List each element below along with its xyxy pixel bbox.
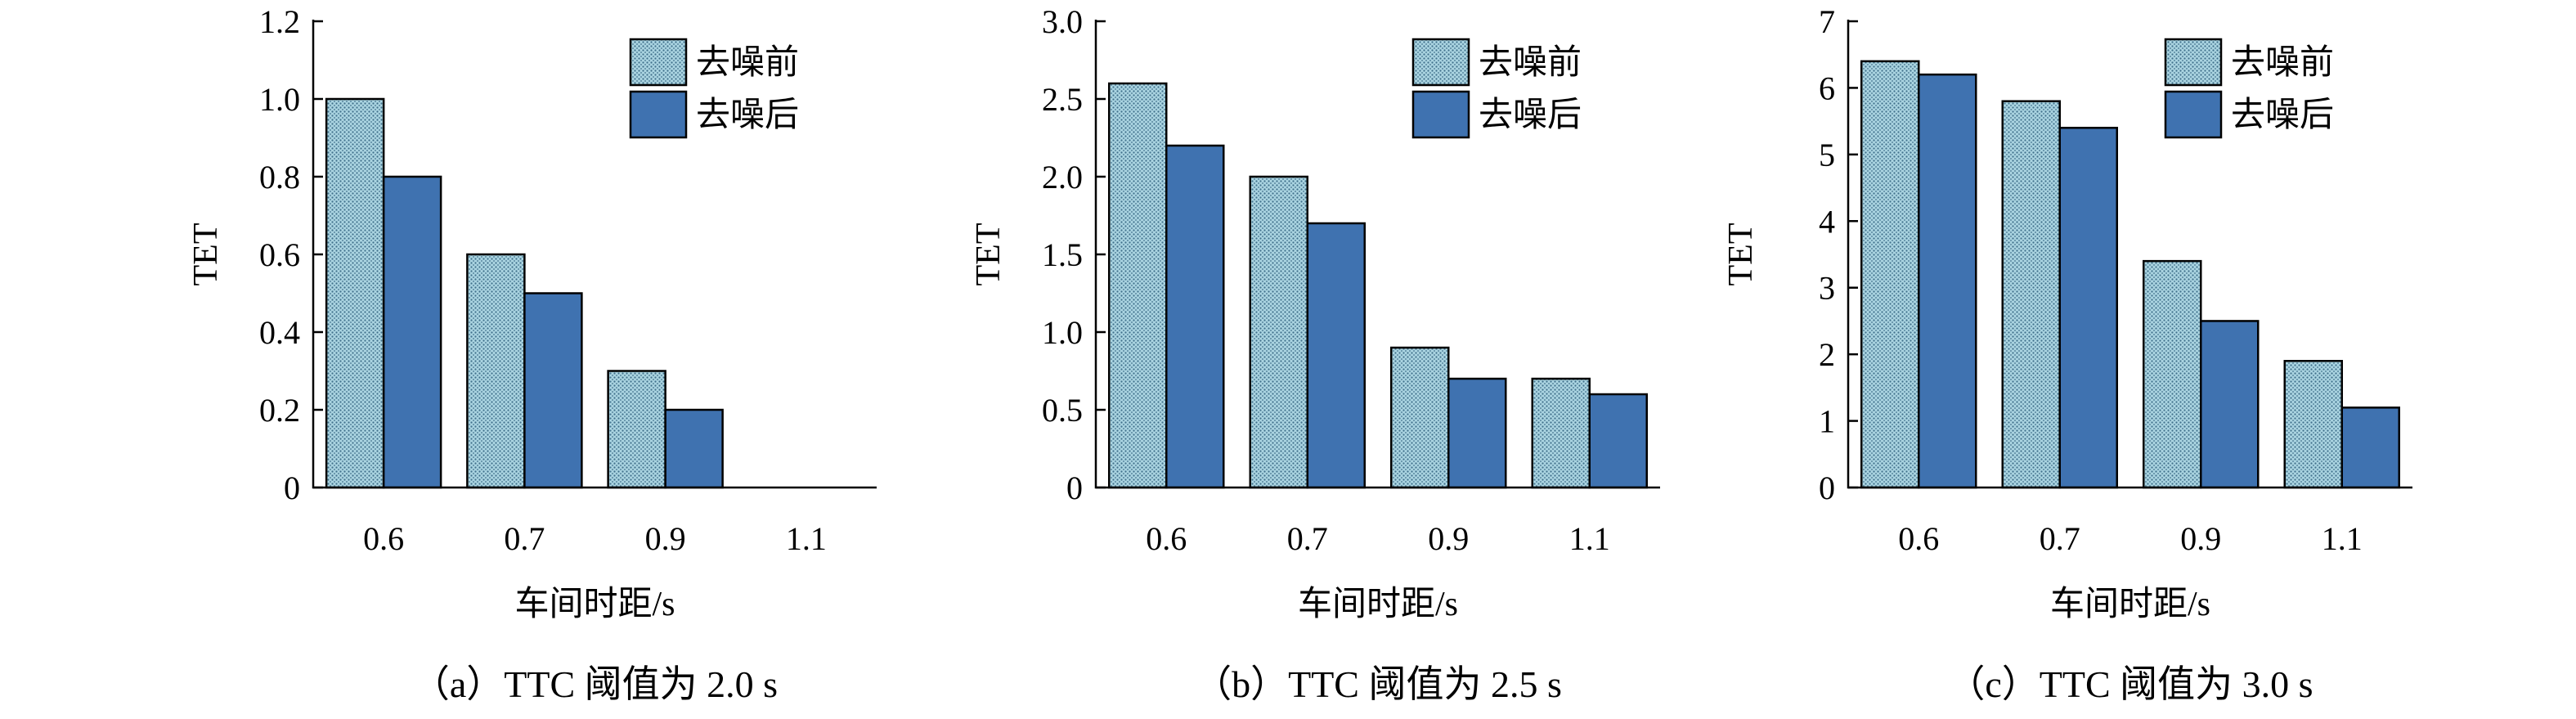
legend-swatch-1 bbox=[2164, 38, 2223, 87]
panel-caption: （c）TTC 阈值为 3.0 s bbox=[1947, 663, 2313, 705]
bar-after-0.7 bbox=[1306, 222, 1366, 489]
y-tick-label: 0 bbox=[284, 470, 300, 506]
chart-panel-2: 0 0.5 1.0 1.5 2.0 2.5 3.0 0.6 0.7 0.9 1.1 车间时距/s TET… bbox=[970, 3, 1660, 705]
x-tick-label: 0.6 bbox=[1146, 520, 1187, 557]
bar-before-0.7 bbox=[2001, 100, 2061, 489]
bar-before-0.6 bbox=[325, 97, 385, 489]
y-tick-label: 2.5 bbox=[1042, 81, 1083, 118]
legend-label-1: 去噪前 bbox=[2231, 44, 2334, 82]
panel-caption: （b）TTC 阈值为 2.5 s bbox=[1194, 663, 1562, 705]
x-tick-label: 1.1 bbox=[1569, 520, 1610, 557]
x-axis-label: 车间时距/s bbox=[2050, 586, 2210, 623]
bar-before-0.6 bbox=[1108, 82, 1168, 489]
y-tick-label: 5 bbox=[1819, 137, 1835, 173]
legend-swatch-1 bbox=[629, 38, 688, 87]
y-axis-label: TET bbox=[187, 223, 225, 286]
x-tick-label: 0.9 bbox=[645, 520, 686, 557]
y-tick-label: 1.2 bbox=[259, 3, 300, 40]
y-tick-label: 3 bbox=[1819, 270, 1835, 307]
bar-before-0.6 bbox=[1860, 60, 1920, 489]
bar-after-0.7 bbox=[523, 292, 583, 489]
x-axis-label: 车间时距/s bbox=[514, 586, 675, 623]
bar-after-0.9 bbox=[1447, 377, 1507, 489]
y-tick-label: 0.2 bbox=[259, 392, 300, 429]
y-tick-label: 1.0 bbox=[1042, 314, 1083, 351]
y-tick-label: 0.8 bbox=[259, 159, 300, 195]
legend-swatch-2 bbox=[2164, 90, 2223, 139]
bar-after-0.6 bbox=[1165, 144, 1225, 489]
y-tick-label: 4 bbox=[1819, 203, 1835, 240]
legend-label-2: 去噪后 bbox=[696, 97, 799, 134]
y-tick-label: 1.0 bbox=[259, 81, 300, 118]
legend-label-1: 去噪前 bbox=[696, 44, 799, 82]
y-tick-label: 2.0 bbox=[1042, 159, 1083, 195]
bar-after-0.9 bbox=[2200, 320, 2260, 489]
y-tick-label: 0.5 bbox=[1042, 392, 1083, 429]
y-tick-label: 1 bbox=[1819, 403, 1835, 440]
bar-after-1.1 bbox=[1588, 393, 1648, 489]
x-tick-label: 0.6 bbox=[363, 520, 404, 557]
bar-after-1.1 bbox=[2340, 407, 2400, 489]
bar-after-0.9 bbox=[664, 408, 724, 489]
x-axis-label: 车间时距/s bbox=[1298, 586, 1458, 623]
panel-caption: （a）TTC 阈值为 2.0 s bbox=[412, 663, 778, 705]
legend-swatch-1 bbox=[1411, 38, 1470, 87]
legend-label-2: 去噪后 bbox=[1479, 97, 1582, 134]
bar-before-0.7 bbox=[466, 253, 526, 489]
bar-after-0.6 bbox=[382, 175, 442, 489]
x-tick-label: 0.9 bbox=[1428, 520, 1469, 557]
y-tick-label: 1.5 bbox=[1042, 236, 1083, 273]
bar-before-0.9 bbox=[1390, 346, 1450, 489]
y-tick-label: 0.6 bbox=[259, 236, 300, 273]
bar-before-1.1 bbox=[2283, 360, 2343, 489]
legend-label-1: 去噪前 bbox=[1479, 44, 1582, 82]
legend-swatch-2 bbox=[1411, 90, 1470, 139]
bar-before-0.7 bbox=[1249, 175, 1308, 489]
y-tick-label: 0 bbox=[1066, 470, 1083, 506]
y-axis-label: TET bbox=[1722, 223, 1760, 286]
y-tick-label: 3.0 bbox=[1042, 3, 1083, 40]
y-axis-label: TET bbox=[970, 223, 1008, 286]
y-tick-label: 2 bbox=[1819, 336, 1835, 373]
bar-after-0.7 bbox=[2058, 127, 2118, 489]
x-tick-label: 0.9 bbox=[2180, 520, 2221, 557]
chart-panel-1: 0 0.2 0.4 0.6 0.8 1.0 1.2 0.6 0.7 0.9 1.1 车间时距/s TET… bbox=[187, 3, 877, 705]
bar-before-0.9 bbox=[2143, 259, 2202, 489]
bar-before-0.9 bbox=[607, 370, 666, 489]
y-tick-label: 0.4 bbox=[259, 314, 300, 351]
x-tick-label: 1.1 bbox=[786, 520, 827, 557]
legend-swatch-2 bbox=[629, 90, 688, 139]
x-tick-label: 0.7 bbox=[504, 520, 545, 557]
legend-label-2: 去噪后 bbox=[2231, 97, 2334, 134]
x-tick-label: 0.6 bbox=[1898, 520, 1939, 557]
x-tick-label: 0.7 bbox=[2040, 520, 2080, 557]
bar-before-1.1 bbox=[1531, 377, 1591, 489]
x-tick-label: 0.7 bbox=[1287, 520, 1328, 557]
x-tick-label: 1.1 bbox=[2322, 520, 2363, 557]
y-tick-label: 7 bbox=[1819, 3, 1835, 40]
y-tick-label: 0 bbox=[1819, 470, 1835, 506]
bar-after-0.6 bbox=[1918, 73, 1977, 489]
y-tick-label: 6 bbox=[1819, 70, 1835, 106]
